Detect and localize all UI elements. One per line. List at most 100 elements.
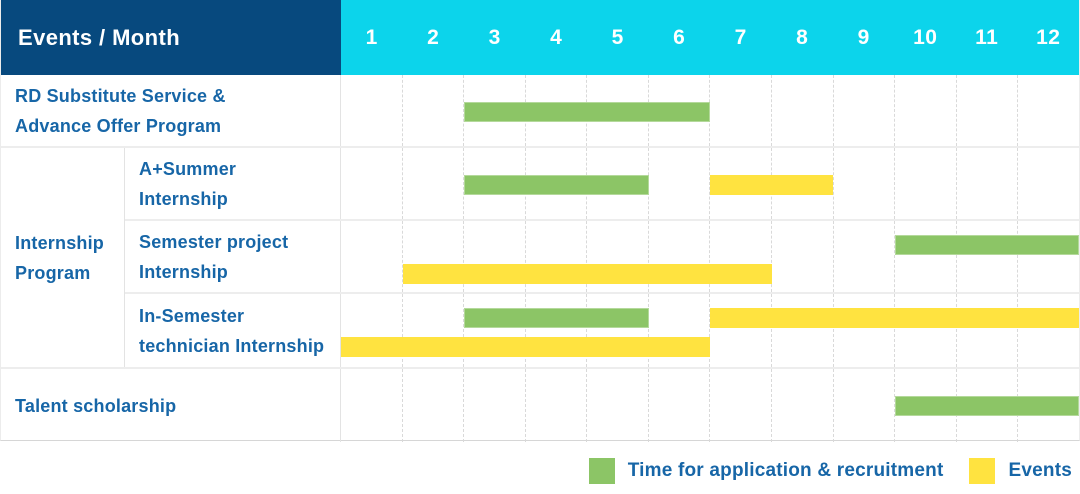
group-label: Internship Program	[1, 148, 125, 367]
row-label: Semester project Internship	[125, 221, 341, 292]
month-grid-cell	[524, 294, 587, 367]
month-grid-cell	[832, 221, 895, 292]
month-grid-cell	[771, 75, 833, 146]
events-table: Events / Month 1 2 3 4 5 6 7 8 9 10 11 12 RD Substi…	[0, 0, 1080, 442]
month-grid-cell	[955, 148, 1018, 219]
month-grid-cell	[832, 369, 895, 442]
row-label: A+Summer Internship	[125, 148, 341, 219]
recruitment-bar	[464, 175, 649, 195]
month-grid-cell	[1017, 221, 1079, 292]
month-grid-cell	[832, 148, 895, 219]
events-month-header: Events / Month	[1, 0, 341, 75]
row-a-plus-summer-internship: A+Summer Internship	[125, 148, 1079, 221]
month-label: 4	[550, 25, 563, 49]
month-grid-cell	[832, 75, 895, 146]
month-grid-cell	[647, 148, 710, 219]
row-semester-project-internship: Semester project Internship	[125, 221, 1079, 294]
month-grid-cell	[586, 221, 648, 292]
month-grid-cell	[709, 221, 771, 292]
month-grid-cell	[955, 75, 1018, 146]
event-bar	[710, 175, 833, 195]
month-label: 6	[673, 25, 686, 49]
legend-label: Events	[1008, 460, 1072, 481]
month-grid-cell	[771, 221, 833, 292]
month-grid-cell	[1017, 148, 1079, 219]
month-grid-cell	[401, 148, 464, 219]
month-grid-cell	[709, 369, 771, 442]
timeline-lane	[341, 369, 1079, 442]
month-grid-cell	[955, 221, 1018, 292]
month-grid-cell	[463, 75, 525, 146]
month-label: 5	[611, 25, 624, 49]
month-label: 2	[427, 25, 440, 49]
table-header: Events / Month 1 2 3 4 5 6 7 8 9 10 11 12	[1, 0, 1079, 75]
row-rd-substitute-service: RD Substitute Service & Advance Offer Pr…	[1, 75, 1079, 148]
internship-program-group: Internship Program A+Summer Internship S…	[1, 148, 1079, 369]
event-bar	[710, 308, 1079, 328]
month-grid-cell	[1017, 75, 1079, 146]
month-grid-cell	[894, 221, 956, 292]
timeline-lane	[341, 148, 1079, 219]
month-grid-cell	[401, 75, 464, 146]
recruitment-color-swatch	[588, 458, 615, 484]
month-grid-cell	[955, 294, 1018, 367]
month-grid-cell	[709, 75, 771, 146]
month-grid-cell	[647, 294, 710, 367]
recruitment-bar	[894, 396, 1079, 416]
row-label: In-Semester technician Internship	[125, 294, 341, 367]
month-grid-cell	[401, 369, 464, 442]
month-label: 11	[975, 25, 999, 49]
month-grid-cell	[401, 221, 464, 292]
month-grid-cell	[832, 294, 895, 367]
recruitment-bar	[464, 308, 649, 328]
month-grid-cell	[341, 75, 402, 146]
month-grid-cell	[709, 294, 771, 367]
row-label: RD Substitute Service & Advance Offer Pr…	[1, 75, 341, 146]
timeline-lane	[341, 75, 1079, 146]
month-grid-cell	[647, 221, 710, 292]
event-bar	[341, 337, 710, 357]
row-label: Talent scholarship	[1, 369, 341, 442]
month-grid-cell	[463, 148, 525, 219]
month-header-row: 1 2 3 4 5 6 7 8 9 10 11 12	[341, 0, 1079, 75]
month-grid-cell	[894, 294, 956, 367]
month-grid-cell	[771, 294, 833, 367]
month-grid-cell	[586, 294, 648, 367]
month-grid-cell	[647, 369, 710, 442]
month-grid-cell	[341, 148, 402, 219]
month-grid-cell	[771, 369, 833, 442]
row-in-semester-technician-internship: In-Semester technician Internship	[125, 294, 1079, 367]
month-grid-cell	[894, 148, 956, 219]
internship-program-subrows: A+Summer Internship Semester project Int…	[125, 148, 1079, 367]
month-grid-cell	[341, 221, 402, 292]
month-label: 8	[796, 25, 809, 49]
month-label: 9	[857, 25, 870, 49]
month-grid-cell	[463, 221, 525, 292]
month-label: 7	[734, 25, 747, 49]
month-grid-cell	[586, 369, 648, 442]
legend: Time for application & recruitment Event…	[0, 456, 1072, 486]
timeline-lane	[341, 221, 1079, 292]
month-grid-cell	[524, 369, 587, 442]
timeline-lane	[341, 294, 1079, 367]
month-grid-cell	[709, 148, 771, 219]
legend-label: Time for application & recruitment	[627, 460, 944, 481]
row-talent-scholarship: Talent scholarship	[1, 369, 1079, 442]
month-label: 3	[488, 25, 501, 49]
event-bar	[402, 264, 772, 284]
month-grid-cell	[894, 75, 956, 146]
recruitment-bar	[894, 235, 1079, 255]
month-grid-cell	[463, 294, 525, 367]
month-grid-cell	[1017, 294, 1079, 367]
month-grid-cell	[401, 294, 464, 367]
legend-item-recruitment: Time for application & recruitment	[588, 458, 944, 484]
month-grid-cell	[524, 221, 587, 292]
month-label: 12	[1036, 25, 1061, 49]
month-label: 1	[365, 25, 378, 49]
month-grid-cell	[463, 369, 525, 442]
events-color-swatch	[969, 458, 996, 484]
month-grid-cell	[341, 369, 402, 442]
recruitment-bar	[464, 102, 710, 122]
month-label: 10	[913, 25, 938, 49]
